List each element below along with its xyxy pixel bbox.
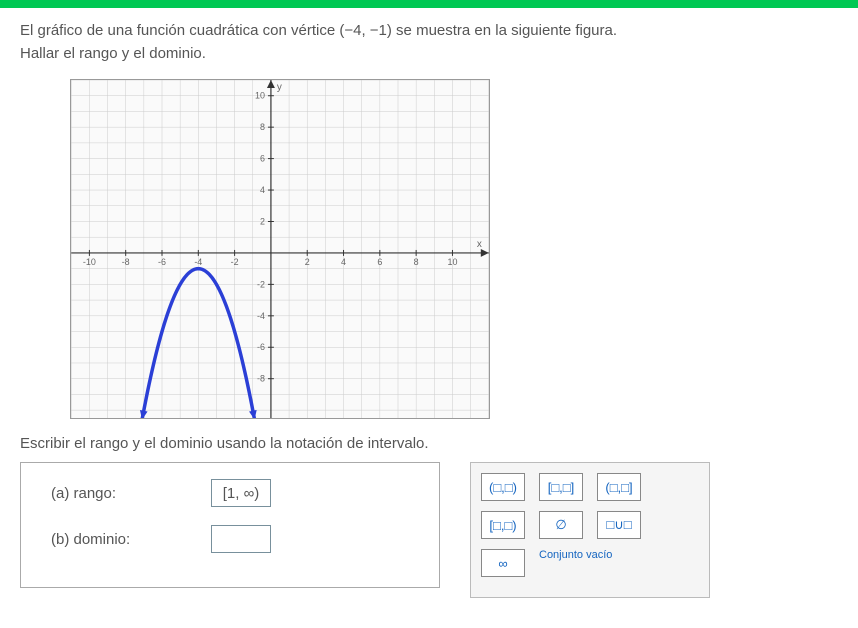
svg-text:6: 6: [260, 154, 265, 164]
svg-text:4: 4: [260, 185, 265, 195]
label-rango: (a) rango:: [51, 485, 171, 502]
vertex-text: (−4, −1): [339, 22, 392, 39]
answer-box: (a) rango: [1, ∞) (b) dominio:: [20, 462, 440, 588]
instr-line2: Hallar el rango y el dominio.: [20, 45, 206, 62]
palette-union[interactable]: □∪□: [597, 511, 641, 539]
palette-emptyset[interactable]: ∅: [539, 511, 583, 539]
svg-text:4: 4: [341, 257, 346, 267]
svg-text:2: 2: [305, 257, 310, 267]
instr-pre: El gráfico de una función cuadrática con…: [20, 22, 339, 39]
svg-text:2: 2: [260, 216, 265, 226]
chart-svg: -10 -8 -6 -4 -2 2 4 6 8 10 -8 -6 -4 -2 2 4 6 8 10 x y: [71, 80, 489, 418]
function-graph: -10 -8 -6 -4 -2 2 4 6 8 10 -8 -6 -4 -2 2 4 6 8 10 x y: [70, 79, 490, 419]
svg-text:-6: -6: [158, 257, 166, 267]
label-dominio: (b) dominio:: [51, 531, 171, 548]
palette: (□,□) [□,□] (□,□] [□,□) ∅ □∪□ ∞ Conjunto…: [470, 462, 710, 598]
input-rango[interactable]: [1, ∞): [211, 479, 271, 507]
svg-text:-2: -2: [231, 257, 239, 267]
svg-text:8: 8: [414, 257, 419, 267]
svg-text:y: y: [277, 82, 282, 93]
instr-post: se muestra en la siguiente figura.: [392, 22, 617, 39]
palette-infinity[interactable]: ∞: [481, 549, 525, 577]
palette-closed-open[interactable]: [□,□): [481, 511, 525, 539]
instructions: El gráfico de una función cuadrática con…: [20, 20, 838, 65]
palette-open-closed[interactable]: (□,□]: [597, 473, 641, 501]
svg-text:-2: -2: [257, 279, 265, 289]
svg-text:x: x: [477, 239, 482, 250]
svg-text:-8: -8: [257, 374, 265, 384]
svg-text:-4: -4: [194, 257, 202, 267]
sub-instruction: Escribir el rango y el dominio usando la…: [20, 435, 838, 452]
svg-text:-10: -10: [83, 257, 96, 267]
svg-text:10: 10: [255, 91, 265, 101]
svg-text:-4: -4: [257, 311, 265, 321]
svg-text:6: 6: [377, 257, 382, 267]
svg-text:-8: -8: [122, 257, 130, 267]
svg-text:8: 8: [260, 122, 265, 132]
svg-text:-6: -6: [257, 342, 265, 352]
palette-open-open[interactable]: (□,□): [481, 473, 525, 501]
palette-closed-closed[interactable]: [□,□]: [539, 473, 583, 501]
svg-text:10: 10: [447, 257, 457, 267]
input-dominio[interactable]: [211, 525, 271, 553]
palette-emptyset-label: Conjunto vacío: [539, 549, 612, 577]
